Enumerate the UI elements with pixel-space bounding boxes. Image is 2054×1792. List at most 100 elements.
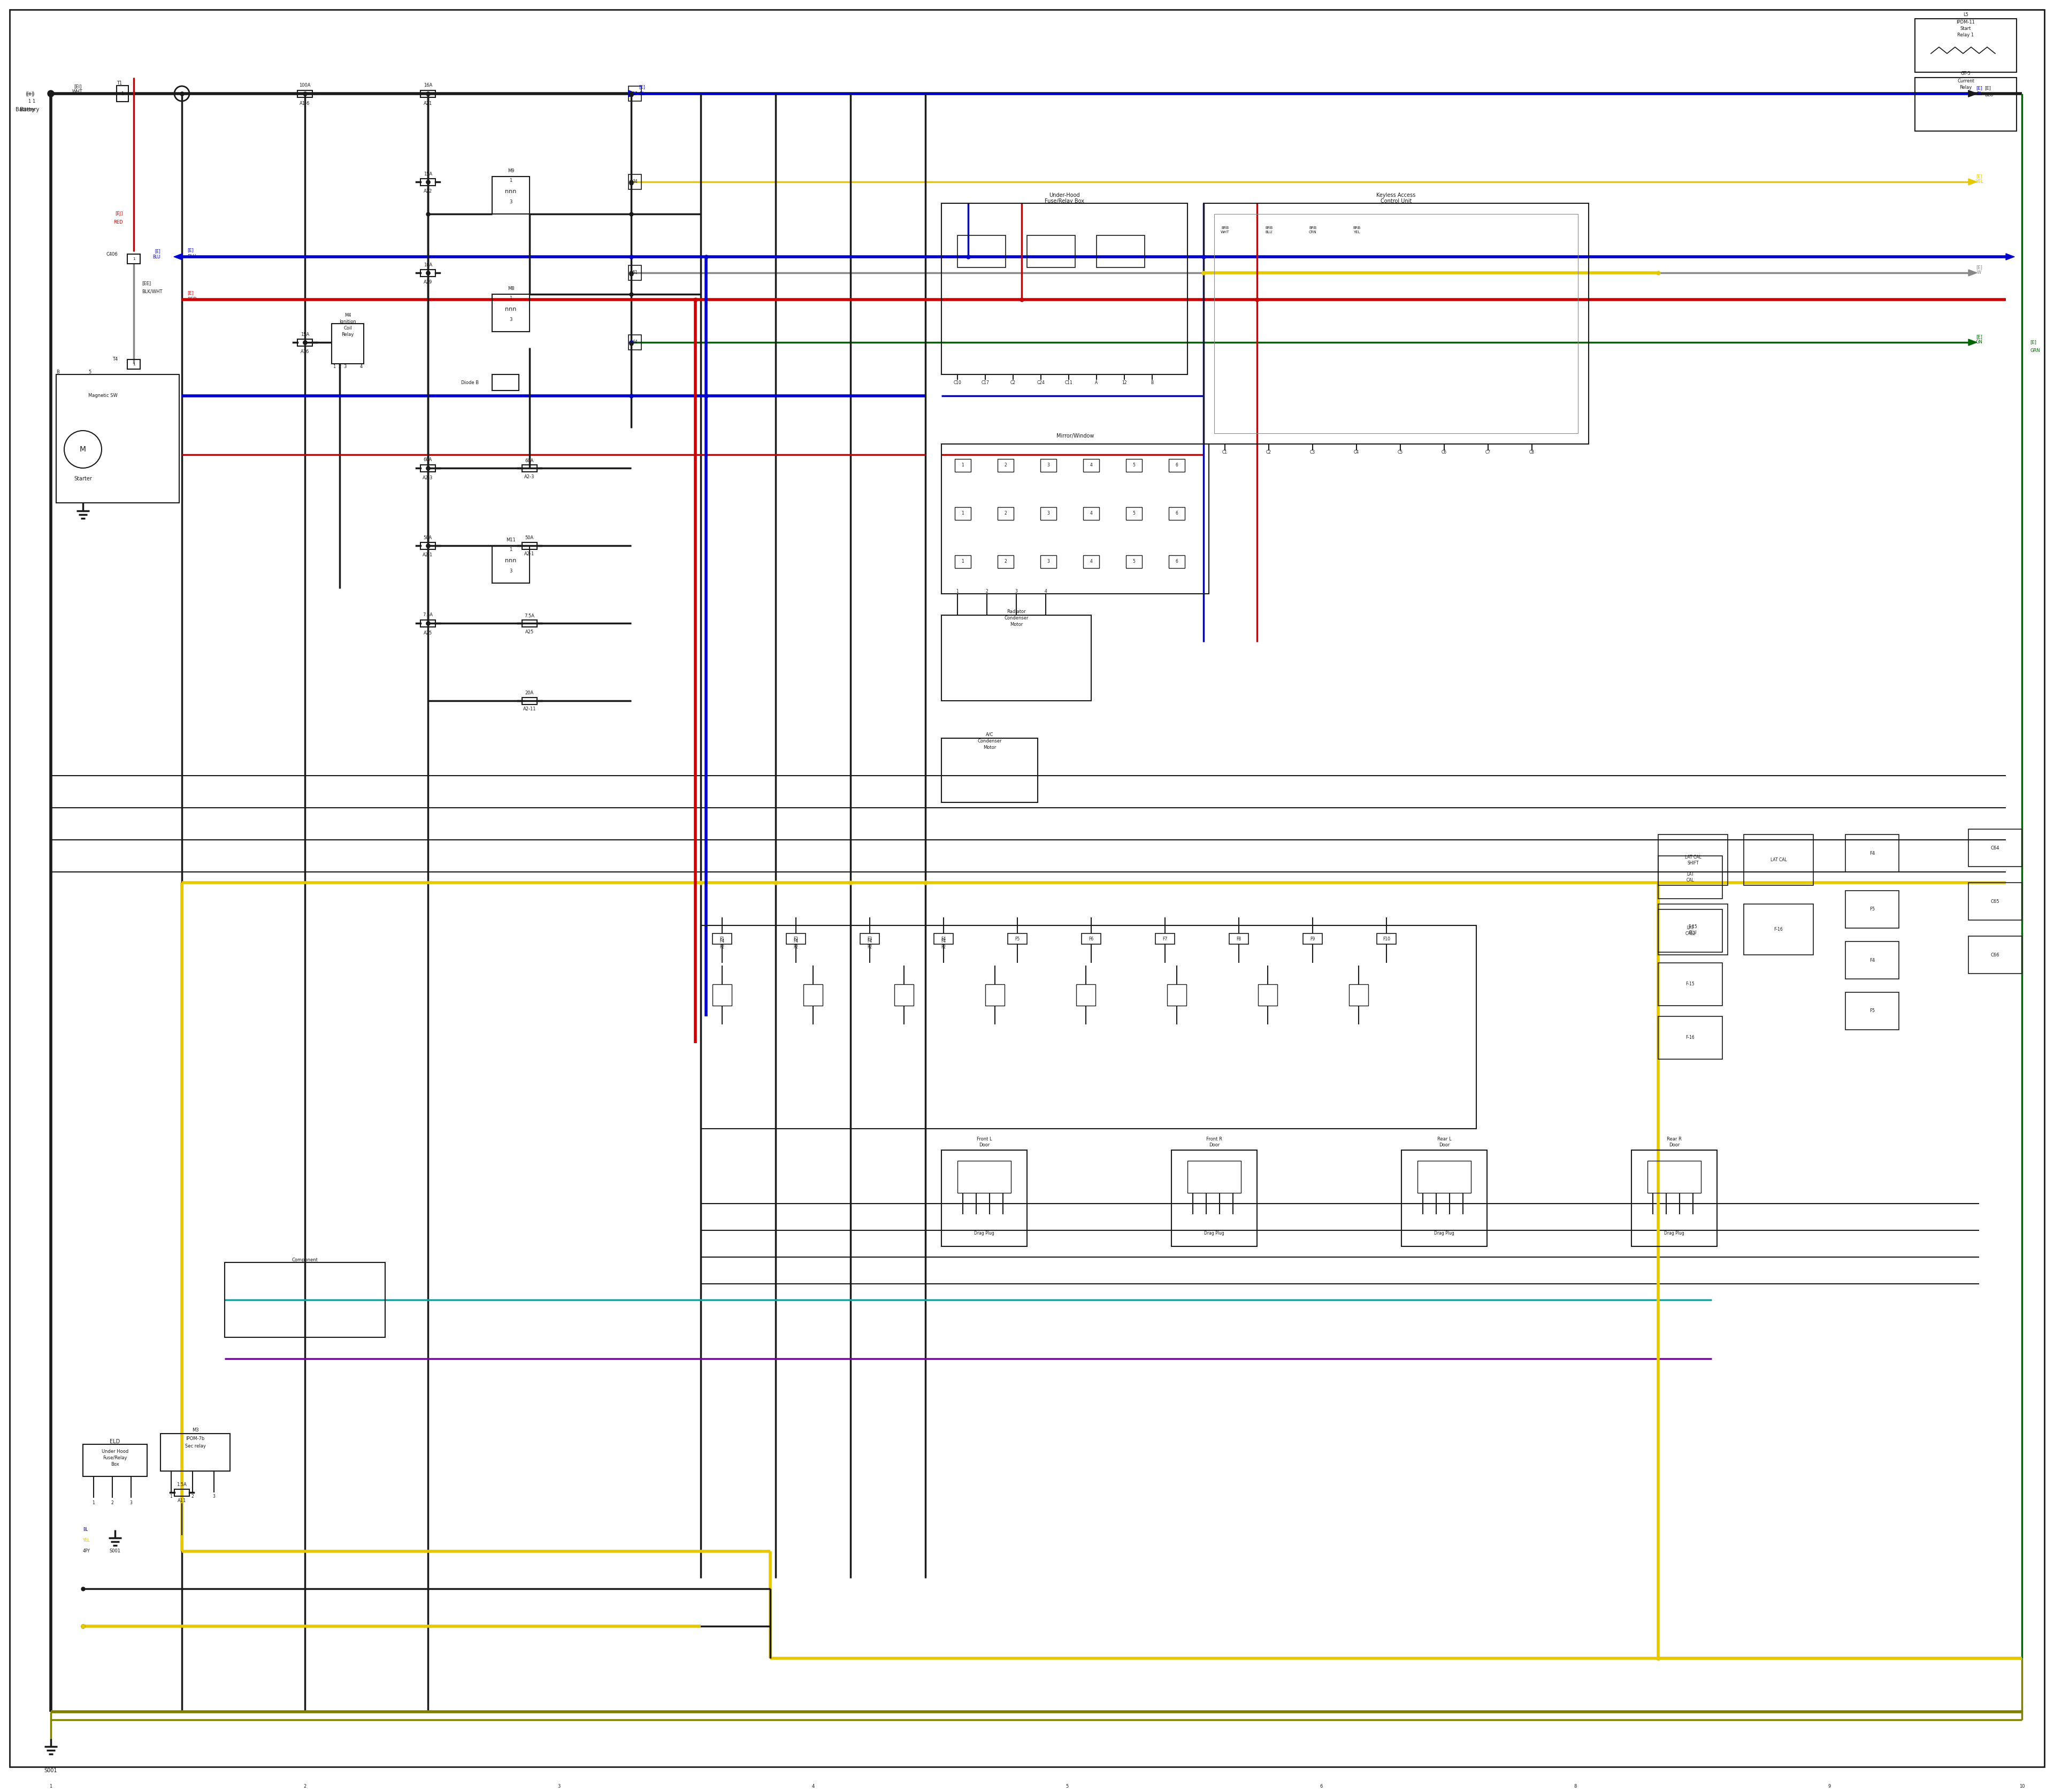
Text: A25: A25 [526,629,534,634]
Polygon shape [1968,339,1976,346]
Bar [1744,835,1814,885]
Text: BRB
WHT: BRB WHT [1220,226,1228,233]
Text: Rear R
Door: Rear R Door [1666,1136,1682,1147]
Text: 3: 3 [1048,462,1050,468]
Text: M11: M11 [505,538,516,543]
Text: 4: 4 [1091,511,1093,516]
Text: B: B [55,369,60,375]
Bar [493,177,530,213]
Text: C66: C66 [1990,952,2001,957]
Bar [1171,1150,1257,1247]
Text: BLU: BLU [1984,91,1992,97]
Bar [522,543,536,550]
Text: 3: 3 [509,199,511,204]
Text: C1: C1 [1222,450,1228,455]
Bar [1744,903,1814,955]
Bar [941,738,1037,803]
Text: Magnetic SW: Magnetic SW [88,394,117,398]
Text: 3: 3 [509,317,511,323]
Polygon shape [1968,90,1976,97]
Bar [713,934,731,944]
Bar [1126,556,1142,568]
Bar [1154,934,1175,944]
Bar [298,339,312,346]
Text: LAT CAL
SHIFT: LAT CAL SHIFT [1684,855,1701,866]
Bar [941,1150,1027,1247]
Text: A22: A22 [423,190,431,194]
Text: 5: 5 [1066,1785,1068,1788]
Text: nnn: nnn [505,306,516,312]
Text: WHT: WHT [72,90,82,95]
Text: 15A: 15A [423,172,431,176]
Bar [1844,891,1898,928]
Text: F4: F4 [1869,957,1875,962]
Text: Start: Start [1960,27,1972,30]
Text: BLK/WHT: BLK/WHT [142,289,162,294]
Text: [EJ]: [EJ] [115,211,123,217]
Text: C64: C64 [1990,846,2001,849]
Text: Sec relay: Sec relay [185,1444,205,1448]
Text: Drag Plug: Drag Plug [1434,1231,1454,1235]
Text: 5: 5 [1132,462,1136,468]
Text: [E]: [E] [1976,265,1982,271]
Bar [493,545,530,582]
Bar [1187,1161,1241,1193]
Bar [1647,1161,1701,1193]
Bar [629,265,641,280]
Text: LAT
CAL: LAT CAL [1686,873,1695,882]
Text: A: A [1095,380,1099,385]
Text: F4
F2: F4 F2 [941,939,947,950]
Text: BL: BL [82,1527,88,1532]
Bar [1914,18,2017,72]
Text: Relay 1: Relay 1 [1957,32,1974,38]
Bar [1214,213,1577,434]
Text: 51: 51 [633,271,637,276]
Text: A2-1: A2-1 [524,552,534,557]
Text: 5: 5 [1132,511,1136,516]
Polygon shape [1968,90,1976,97]
Text: Relay: Relay [341,333,353,337]
Text: [E]: [E] [1976,86,1982,91]
Text: C65: C65 [1990,900,2001,903]
Text: C24: C24 [1037,380,1045,385]
Text: 34: 34 [633,179,637,185]
Text: C4: C4 [1354,450,1360,455]
Text: [E]: [E] [187,247,193,253]
Bar [421,269,435,276]
Text: 6: 6 [1175,511,1179,516]
Text: 50A: 50A [423,536,431,539]
Text: 1: 1 [333,364,335,369]
Bar [955,459,972,471]
Text: A21: A21 [423,100,431,106]
Text: A2-3: A2-3 [524,475,534,478]
Text: F1: F1 [719,937,725,941]
Bar [421,464,435,471]
Text: F5: F5 [1015,937,1021,941]
Text: F4: F4 [1869,851,1875,855]
Text: ELD: ELD [109,1439,119,1444]
Bar [1204,202,1588,444]
Text: W: W [1976,271,1982,276]
Bar [522,697,536,704]
Text: 2: 2 [1004,462,1006,468]
Text: 1: 1 [957,590,959,593]
Text: A2-11: A2-11 [524,706,536,711]
Bar [1844,835,1898,873]
Polygon shape [629,90,637,97]
Text: 8: 8 [1573,1785,1577,1788]
Text: Motor: Motor [984,745,996,749]
Text: 2: 2 [191,1495,193,1500]
Bar [1041,556,1056,568]
Text: BLU: BLU [187,254,195,260]
Text: Keyless Access: Keyless Access [1376,192,1415,197]
Text: F4
F2: F4 F2 [867,939,873,950]
Text: Ignition: Ignition [339,319,355,324]
Text: C8: C8 [1530,450,1534,455]
Text: 1: 1 [509,548,511,552]
Text: 6: 6 [1175,462,1179,468]
Bar [1968,883,2021,919]
Text: 3: 3 [129,1500,131,1505]
Text: 1: 1 [509,179,511,183]
Bar [629,174,641,190]
Bar [629,86,641,100]
